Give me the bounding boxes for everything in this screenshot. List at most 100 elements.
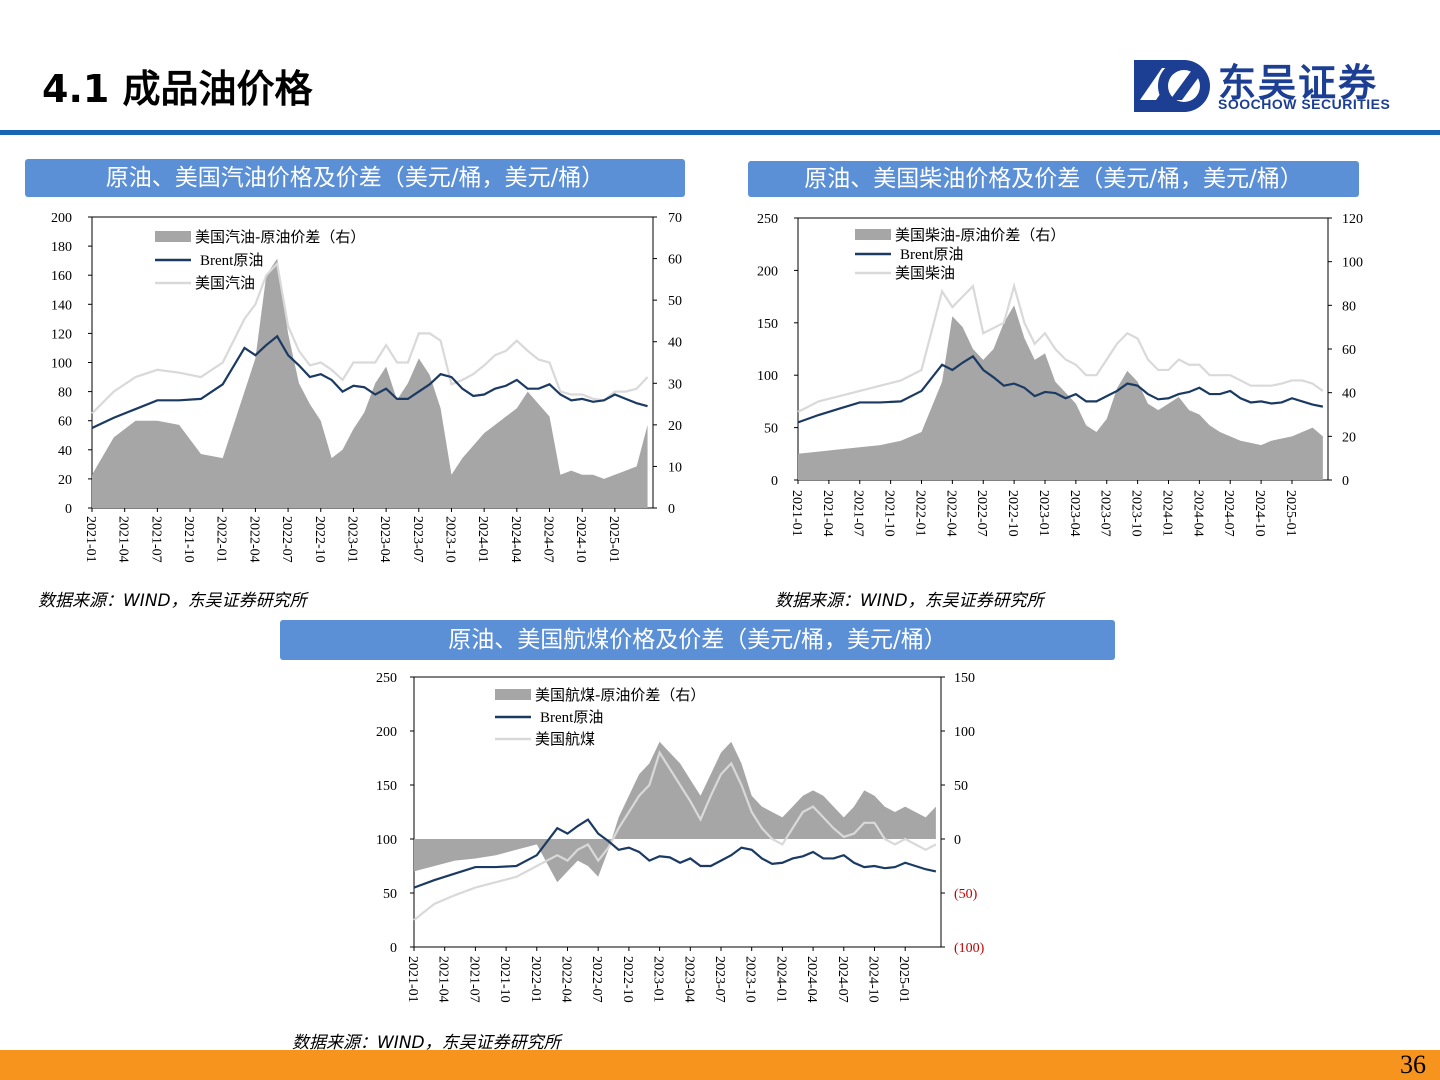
x-tick-label: 2022-04 (558, 956, 573, 1003)
x-tick-label: 2023-01 (1036, 490, 1051, 537)
jetfuel-spread-chart: 250 200 150 100 50 0 150 100 50 0 (50) (100) 2021-01… (376, 671, 985, 1003)
y-right-tick-label: 100 (954, 725, 975, 740)
page-number: 36 (1400, 1050, 1426, 1079)
x-tick-label: 2021-10 (882, 490, 897, 537)
x-tick-label: 2024-01 (475, 516, 490, 563)
page-title: 4.1 成品油价格 (42, 67, 313, 111)
y-left-tick-label: 100 (757, 369, 778, 384)
y-left-tick-label: 0 (390, 941, 397, 956)
x-tick-label: 2021-01 (405, 956, 420, 1003)
x-tick-label: 2022-04 (246, 516, 261, 563)
legend-spread-swatch (155, 231, 191, 242)
y-right-tick-label: 20 (1342, 430, 1356, 445)
y-right-tick-label: 50 (954, 779, 968, 794)
y-right-tick-label: 120 (1342, 212, 1363, 227)
legend-product-label: 美国柴油 (895, 264, 955, 282)
x-tick-label: 2023-01 (344, 516, 359, 563)
x-tick-label: 2022-07 (974, 490, 989, 537)
legend-brent-label: Brent原油 (900, 246, 963, 263)
y-right-tick-label: 50 (668, 294, 682, 309)
source-gasoline: 数据来源：WIND，东吴证券研究所 (38, 591, 307, 611)
spread-area (414, 741, 936, 883)
legend-spread-label: 美国柴油-原油价差（右） (895, 226, 1065, 244)
x-tick-label: 2024-07 (541, 516, 556, 563)
x-tick-label: 2025-01 (896, 956, 911, 1003)
x-tick-label: 2023-04 (681, 956, 696, 1003)
source-jetfuel: 数据来源：WIND，东吴证券研究所 (292, 1033, 561, 1053)
x-tick-label: 2023-04 (377, 516, 392, 563)
x-tick-label: 2021-07 (148, 516, 163, 563)
x-tick-label: 2021-04 (820, 490, 835, 537)
y-right-tick-label: 30 (668, 377, 682, 392)
gasoline-spread-chart: 2001801601401201008060402007060504030201… (51, 211, 682, 563)
y-left-tick-label: 150 (757, 317, 778, 332)
x-tick-label: 2024-01 (1159, 490, 1174, 537)
y-left-tick-label: 40 (58, 444, 72, 459)
legend-spread-label: 美国航煤-原油价差（右） (535, 686, 705, 704)
x-tick-label: 2021-07 (466, 956, 481, 1003)
brent-price-line (413, 818, 937, 889)
x-tick-label: 2023-10 (743, 956, 758, 1003)
y-left-tick-label: 60 (58, 415, 72, 430)
company-logo: 东吴证券 SOOCHOW SECURITIES (1132, 56, 1412, 118)
y-left-tick-label: 200 (376, 725, 397, 740)
x-tick-label: 2022-10 (620, 956, 635, 1003)
y-left-tick-label: 100 (376, 833, 397, 848)
y-left-tick-label: 250 (376, 671, 397, 686)
x-tick-label: 2024-07 (835, 956, 850, 1003)
y-left-tick-label: 140 (51, 298, 72, 313)
y-left-tick-label: 50 (383, 887, 397, 902)
x-tick-label: 2023-10 (442, 516, 457, 563)
x-tick-label: 2024-10 (865, 956, 880, 1003)
y-right-tick-label: 20 (668, 419, 682, 434)
x-tick-label: 2024-10 (573, 516, 588, 563)
y-right-tick-label: 70 (668, 211, 682, 226)
y-left-tick-label: 80 (58, 386, 72, 401)
x-tick-label: 2021-01 (789, 490, 804, 537)
x-tick-label: 2023-10 (1129, 490, 1144, 537)
x-tick-label: 2024-07 (1221, 490, 1236, 537)
legend-spread-swatch (855, 229, 891, 240)
y-right-tick-label: 40 (1342, 387, 1356, 402)
x-tick-label: 2023-07 (1098, 490, 1113, 537)
source-diesel: 数据来源：WIND，东吴证券研究所 (775, 591, 1044, 611)
y-right-tick-label: 150 (954, 671, 975, 686)
y-right-tick-label: (100) (954, 941, 985, 956)
y-right-tick-label: 60 (1342, 343, 1356, 358)
x-tick-label: 2024-04 (508, 516, 523, 563)
x-tick-label: 2022-01 (912, 490, 927, 537)
product-price-line (91, 261, 649, 415)
legend-spread-swatch (495, 689, 531, 700)
panel-title-jetfuel: 原油、美国航煤价格及价差（美元/桶，美元/桶） (280, 620, 1115, 660)
x-tick-label: 2021-10 (497, 956, 512, 1003)
product-price-line (413, 750, 937, 921)
y-right-tick-label: (50) (954, 887, 978, 902)
y-left-tick-label: 0 (771, 474, 778, 489)
y-right-tick-label: 40 (668, 336, 682, 351)
y-right-tick-label: 0 (668, 502, 675, 517)
y-right-tick-label: 0 (954, 833, 961, 848)
x-tick-label: 2024-01 (773, 956, 788, 1003)
x-tick-label: 2021-07 (851, 490, 866, 537)
spread-area (798, 305, 1323, 480)
x-tick-label: 2023-07 (712, 956, 727, 1003)
y-left-tick-label: 50 (764, 422, 778, 437)
x-tick-label: 2023-04 (1067, 490, 1082, 537)
soochow-logo-icon (1134, 60, 1210, 112)
brent-price-line (797, 354, 1324, 424)
x-tick-label: 2024-04 (804, 956, 819, 1003)
x-tick-label: 2021-04 (116, 516, 131, 563)
product-price-line (797, 282, 1324, 413)
y-left-tick-label: 160 (51, 269, 72, 284)
logo-english-name: SOOCHOW SECURITIES (1218, 96, 1391, 112)
y-left-tick-label: 200 (51, 211, 72, 226)
y-left-tick-label: 0 (65, 502, 72, 517)
x-tick-label: 2021-10 (181, 516, 196, 563)
y-right-tick-label: 10 (668, 460, 682, 475)
x-tick-label: 2021-04 (436, 956, 451, 1003)
x-tick-label: 2025-01 (1283, 490, 1298, 537)
x-tick-label: 2023-01 (651, 956, 666, 1003)
x-tick-label: 2024-04 (1190, 490, 1205, 537)
legend-product-label: 美国汽油 (195, 274, 255, 292)
